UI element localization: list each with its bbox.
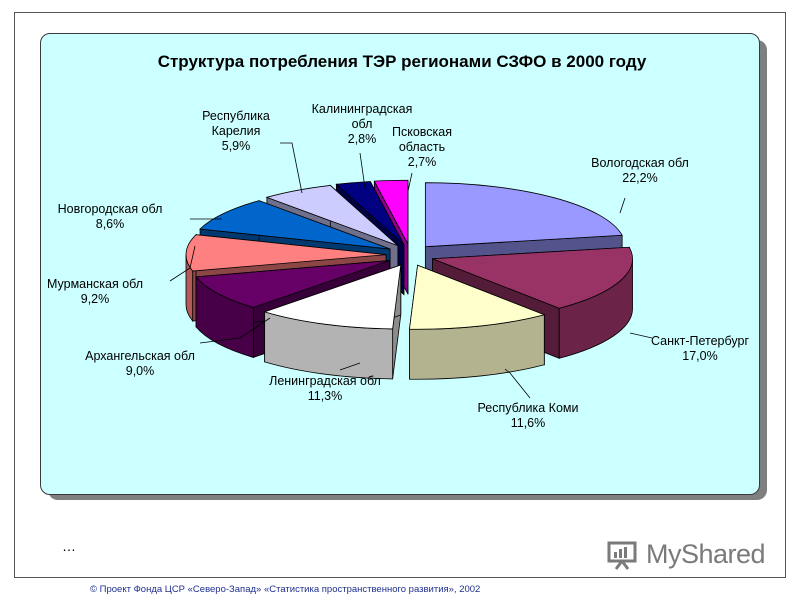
- slice-label-5: Архангельская обл 9,0%: [85, 349, 195, 378]
- leader-line-8: [280, 142, 303, 194]
- slice-value-8: 5,9%: [222, 139, 251, 153]
- slice-9-top: [335, 181, 405, 245]
- slice-4: [263, 264, 402, 380]
- footer-copyright: © Проект Фонда ЦСР «Северо-Запад» «Стати…: [90, 584, 481, 595]
- slice-name-line: Архангельская обл: [85, 349, 195, 363]
- leader-line-9: [359, 152, 366, 189]
- watermark-text: MyShared: [646, 538, 766, 569]
- myshared-watermark: MyShared: [606, 534, 766, 574]
- slice-name-line: Карелия: [212, 124, 261, 138]
- pie-slices: [185, 179, 633, 380]
- chart-title: Структура потребления ТЭР регионами СЗФО…: [158, 52, 647, 71]
- leader-lines: [169, 142, 653, 399]
- slice-value-1: 22,2%: [622, 171, 657, 185]
- slice-name-line: обл: [352, 117, 373, 131]
- slice-value-2: 17,0%: [682, 349, 717, 363]
- slice-3: [409, 264, 546, 380]
- leader-line-6: [169, 245, 196, 282]
- slice-label-3: Республика Коми 11,6%: [477, 401, 578, 430]
- slice-label-10: Псковская область 2,7%: [392, 125, 452, 169]
- slice-name-line: Псковская: [392, 125, 452, 139]
- slice-value-3: 11,6%: [511, 416, 546, 430]
- slice-label-4: Ленинградская обл 11,3%: [269, 374, 381, 403]
- leader-line-3: [504, 368, 531, 399]
- slice-1-top: [424, 182, 623, 248]
- leader-line-1: [619, 197, 626, 214]
- slice-6-top: [185, 234, 387, 272]
- slice-label-2: Санкт-Петербург 17,0%: [651, 334, 749, 363]
- slide-frame: [14, 12, 786, 578]
- ellipsis-text: …: [62, 538, 76, 554]
- slice-name-line: Санкт-Петербург: [651, 334, 749, 348]
- leader-line-10: [407, 172, 413, 192]
- slice-8-top: [265, 185, 399, 247]
- slice-label-7: Новгородская обл 8,6%: [58, 202, 163, 231]
- leader-line-4: [339, 362, 361, 371]
- slice-label-9: Калининградская обл 2,8%: [312, 102, 413, 146]
- slice-10-top: [373, 179, 409, 245]
- slice-value-7: 8,6%: [96, 217, 125, 231]
- slice-2-top: [432, 246, 633, 309]
- leader-line-2: [629, 332, 653, 339]
- slice-value-4: 11,3%: [308, 389, 343, 403]
- slice-name-line: область: [399, 140, 445, 154]
- slice-label-6: Мурманская обл 9,2%: [47, 277, 143, 306]
- slice-name-line: Новгородская обл: [58, 202, 163, 216]
- slice-value-6: 9,2%: [81, 292, 110, 306]
- slice-4-top: [263, 264, 402, 330]
- slice-name-line: Республика: [202, 109, 270, 123]
- slice-3-top: [409, 264, 546, 330]
- slice-value-10: 2,7%: [408, 155, 437, 169]
- slice-name-line: Калининградская: [312, 102, 413, 116]
- leader-line-5: [199, 317, 271, 344]
- slice-name-line: Мурманская обл: [47, 277, 143, 291]
- pie-chart: Структура потребления ТЭР регионами СЗФО…: [47, 52, 749, 430]
- slice-value-5: 9,0%: [126, 364, 155, 378]
- slice-labels: Вологодская обл 22,2% Санкт-Петербург 17,0%…: [47, 102, 749, 430]
- slice-label-8: Республика Карелия 5,9%: [202, 109, 270, 153]
- slice-7-top: [199, 200, 391, 250]
- presentation-board-icon: [607, 541, 637, 570]
- slice-label-1: Вологодская обл 22,2%: [591, 156, 689, 185]
- slice-value-9: 2,8%: [348, 132, 377, 146]
- slice-name-line: Ленинградская обл: [269, 374, 381, 388]
- slice-name-line: Вологодская обл: [591, 156, 689, 170]
- slice-name-line: Республика Коми: [477, 401, 578, 415]
- slice-5-top: [195, 260, 390, 308]
